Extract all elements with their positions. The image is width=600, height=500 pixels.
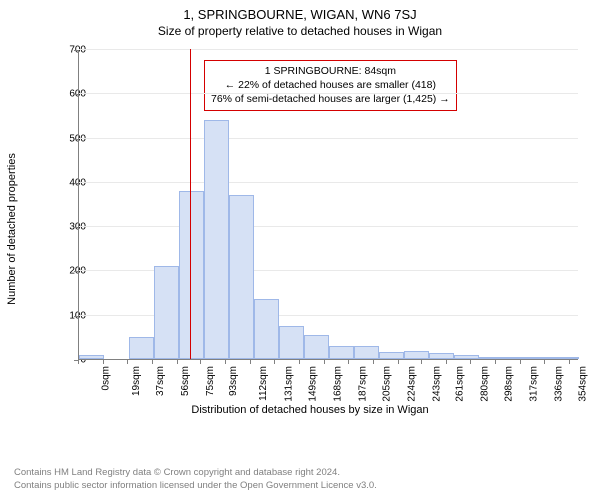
footer-line: Contains public sector information licen… <box>14 480 377 492</box>
gridline <box>79 49 578 50</box>
gridline <box>79 93 578 94</box>
x-tick-mark <box>78 360 79 364</box>
x-tick-mark <box>324 360 325 364</box>
histogram-bar <box>529 357 554 359</box>
x-tick-mark <box>274 360 275 364</box>
histogram-bar <box>504 357 529 359</box>
x-tick-label: 336sqm <box>554 366 565 402</box>
histogram-bar <box>429 353 454 359</box>
x-tick-mark <box>127 360 128 364</box>
histogram-bar <box>204 120 229 359</box>
x-tick-label: 317sqm <box>529 366 540 402</box>
x-tick-label: 37sqm <box>155 366 166 396</box>
x-axis-title: Distribution of detached houses by size … <box>30 404 590 416</box>
annotation-line: 1 SPRINGBOURNE: 84sqm <box>211 64 450 78</box>
x-tick-mark <box>250 360 251 364</box>
x-tick-label: 131sqm <box>284 366 295 402</box>
histogram-bar <box>379 352 404 359</box>
x-tick-label: 93sqm <box>228 366 239 396</box>
histogram-bar <box>129 337 154 359</box>
histogram-bar <box>229 195 254 359</box>
x-tick-mark <box>103 360 104 364</box>
histogram-bar <box>154 266 179 359</box>
x-tick-label: 187sqm <box>358 366 369 402</box>
x-tick-mark <box>421 360 422 364</box>
x-tick-mark <box>177 360 178 364</box>
histogram-bar <box>479 357 504 359</box>
x-tick-label: 224sqm <box>406 366 417 402</box>
footer-line: Contains HM Land Registry data © Crown c… <box>14 467 377 479</box>
annotation-line: 76% of semi-detached houses are larger (… <box>211 92 450 106</box>
x-tick-label: 261sqm <box>455 366 466 402</box>
histogram-bar <box>404 351 429 359</box>
footer: Contains HM Land Registry data © Crown c… <box>14 467 377 492</box>
x-tick-mark <box>446 360 447 364</box>
histogram-bar <box>304 335 329 359</box>
x-tick-label: 0sqm <box>100 366 111 390</box>
histogram-bar <box>554 357 579 359</box>
x-tick-mark <box>569 360 570 364</box>
histogram-bar <box>179 191 204 359</box>
x-tick-label: 112sqm <box>258 366 269 401</box>
histogram-bar <box>79 355 104 359</box>
x-tick-label: 149sqm <box>308 366 319 402</box>
x-tick-mark <box>398 360 399 364</box>
x-tick-label: 19sqm <box>131 366 142 396</box>
gridline <box>79 138 578 139</box>
annotation-box: 1 SPRINGBOURNE: 84sqm ← 22% of detached … <box>204 60 457 111</box>
x-tick-label: 280sqm <box>480 366 491 402</box>
x-tick-label: 298sqm <box>504 366 515 402</box>
x-tick-mark <box>470 360 471 364</box>
plot-region: 1 SPRINGBOURNE: 84sqm ← 22% of detached … <box>78 50 578 360</box>
x-tick-mark <box>225 360 226 364</box>
marker-line <box>190 49 191 359</box>
page-subtitle: Size of property relative to detached ho… <box>10 24 590 38</box>
y-axis-label: Number of detached properties <box>6 153 18 305</box>
histogram-bar <box>329 346 354 359</box>
x-tick-mark <box>373 360 374 364</box>
gridline <box>79 226 578 227</box>
x-tick-mark <box>544 360 545 364</box>
x-tick-mark <box>520 360 521 364</box>
gridline <box>79 182 578 183</box>
chart-page: 1, SPRINGBOURNE, WIGAN, WN6 7SJ Size of … <box>0 0 600 500</box>
x-tick-mark <box>152 360 153 364</box>
x-tick-mark <box>348 360 349 364</box>
histogram-bar <box>454 355 479 359</box>
x-tick-label: 354sqm <box>577 366 588 402</box>
x-tick-mark <box>495 360 496 364</box>
x-tick-label: 56sqm <box>180 366 191 396</box>
x-tick-mark <box>200 360 201 364</box>
x-tick-label: 243sqm <box>431 366 442 402</box>
page-title: 1, SPRINGBOURNE, WIGAN, WN6 7SJ <box>10 7 590 22</box>
chart-area: Number of detached properties 0100200300… <box>30 44 590 414</box>
x-tick-label: 168sqm <box>333 366 344 402</box>
x-tick-label: 205sqm <box>381 366 392 402</box>
x-tick-label: 75sqm <box>205 366 216 396</box>
annotation-line: ← 22% of detached houses are smaller (41… <box>211 78 450 92</box>
histogram-bar <box>254 299 279 359</box>
histogram-bar <box>279 326 304 359</box>
histogram-bar <box>354 346 379 359</box>
x-tick-mark <box>299 360 300 364</box>
